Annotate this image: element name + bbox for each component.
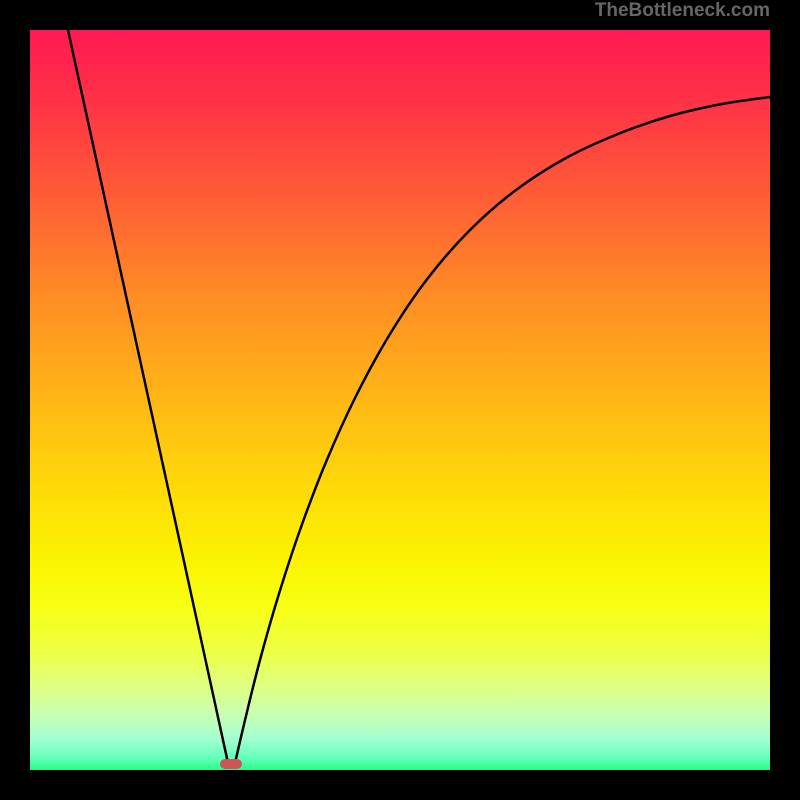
watermark-text: TheBottleneck.com [595, 0, 770, 21]
optimal-marker [220, 759, 242, 769]
bottleneck-curve [30, 30, 770, 770]
plot-area [30, 30, 770, 770]
watermark: TheBottleneck.com [595, 0, 770, 22]
